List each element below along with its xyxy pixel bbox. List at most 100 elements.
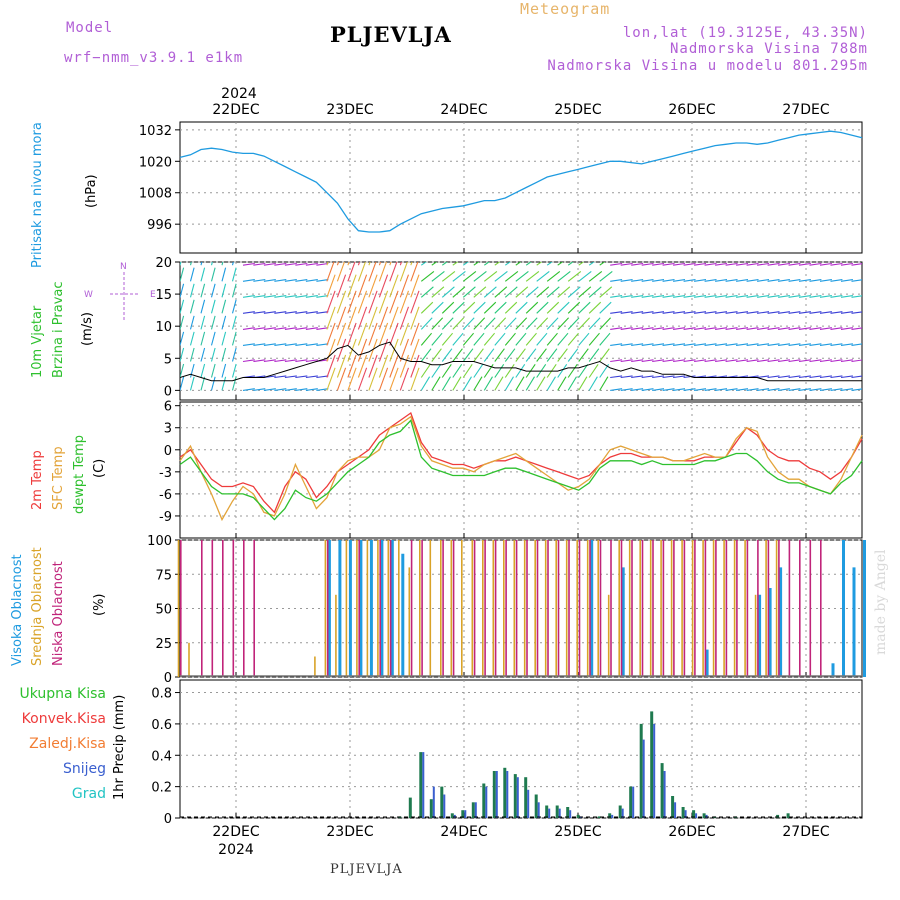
legend-freezing-rain: Zaledj.Kisa bbox=[29, 736, 106, 752]
wind-barb bbox=[683, 279, 696, 282]
wind-barb bbox=[378, 367, 389, 391]
wind-barb bbox=[242, 388, 255, 391]
wind-barb bbox=[284, 375, 297, 379]
wind-barb bbox=[546, 376, 556, 391]
wind-barb bbox=[746, 327, 759, 330]
wind-barb bbox=[389, 306, 399, 330]
wind-barb bbox=[420, 270, 435, 282]
wind-barb bbox=[736, 262, 749, 266]
wind-barb bbox=[357, 338, 368, 362]
precip-bar bbox=[576, 814, 580, 818]
wind-barb bbox=[694, 295, 707, 298]
wind-barb bbox=[504, 286, 518, 298]
wind-barb bbox=[504, 348, 516, 362]
wind-barb bbox=[746, 311, 759, 314]
wind-barb bbox=[274, 311, 287, 314]
wind-barb bbox=[420, 286, 434, 298]
wind-barb bbox=[673, 388, 686, 391]
precip-bar bbox=[482, 783, 486, 818]
wind-barb bbox=[431, 363, 442, 378]
wind-barb bbox=[357, 274, 368, 298]
wind-barb bbox=[557, 262, 564, 266]
wind-barb bbox=[452, 348, 463, 362]
snow-bar bbox=[632, 786, 635, 818]
wind-barb bbox=[368, 306, 378, 330]
wind-barb bbox=[389, 262, 398, 282]
wind-barb bbox=[274, 295, 287, 298]
precip-bar bbox=[639, 723, 643, 818]
wind-barb bbox=[736, 359, 749, 363]
wind-barb bbox=[525, 301, 539, 314]
wind-barb bbox=[326, 354, 336, 378]
wind-barb bbox=[599, 376, 609, 391]
wind-barb bbox=[673, 359, 686, 363]
wind-barb bbox=[452, 262, 459, 266]
wind-barb bbox=[347, 367, 357, 391]
wind-barb bbox=[694, 279, 707, 282]
wind-barb bbox=[683, 375, 696, 379]
wind-barb bbox=[746, 359, 759, 363]
wind-barb bbox=[263, 311, 276, 314]
wind-barb bbox=[316, 327, 329, 330]
wind-barb bbox=[557, 270, 571, 282]
meteogram-label: Meteogram bbox=[520, 0, 611, 18]
wind-barb bbox=[231, 262, 234, 266]
precip-bar bbox=[492, 771, 496, 818]
wind-barb bbox=[788, 375, 801, 379]
wind-barb bbox=[326, 262, 335, 282]
wind-barb bbox=[588, 262, 595, 266]
wind-barb bbox=[620, 311, 633, 314]
wind-barb bbox=[578, 376, 588, 391]
wind-barb bbox=[221, 347, 227, 362]
wind-barb bbox=[536, 317, 549, 330]
wind-barb bbox=[798, 388, 811, 391]
snow-bar bbox=[705, 814, 708, 818]
wind-barb bbox=[683, 262, 696, 266]
wind-barb bbox=[861, 264, 862, 266]
top-day-label: 26DEC bbox=[668, 102, 715, 118]
wind-barb bbox=[788, 388, 801, 391]
wind-barb bbox=[378, 322, 389, 346]
wind-barb bbox=[778, 262, 790, 266]
wind-barb bbox=[704, 343, 717, 346]
wind-barb bbox=[494, 332, 506, 346]
wind-barb bbox=[253, 295, 266, 298]
wind-barb bbox=[242, 262, 255, 266]
wind-barb bbox=[242, 279, 255, 282]
wind-barb bbox=[389, 354, 399, 378]
wind-barb bbox=[295, 279, 308, 282]
y-tick-label: 0 bbox=[164, 812, 172, 827]
wind-barb bbox=[473, 301, 486, 314]
wind-barb bbox=[494, 348, 505, 362]
y-tick-label: -6 bbox=[159, 488, 172, 503]
wind-barb bbox=[420, 317, 433, 330]
wind-barb bbox=[305, 375, 318, 379]
wind-barb bbox=[180, 267, 185, 282]
snow-bar bbox=[611, 814, 614, 818]
wind-barb bbox=[253, 327, 266, 330]
wind-barb bbox=[284, 311, 297, 314]
legend-total-rain: Ukupna Kisa bbox=[19, 686, 106, 702]
wind-barb bbox=[652, 311, 665, 314]
wind-barb bbox=[851, 311, 862, 314]
wind-barb bbox=[504, 332, 516, 346]
wind-barb bbox=[662, 388, 675, 391]
wind-barb bbox=[567, 348, 579, 362]
wind-barb bbox=[861, 376, 862, 378]
y-tick-label: 5 bbox=[164, 352, 172, 367]
wind-barb bbox=[861, 328, 862, 330]
elevation-text: Nadmorska Visina 788m bbox=[669, 41, 868, 57]
wind-barb bbox=[788, 327, 801, 330]
wind-barb bbox=[819, 279, 832, 282]
wind-barb bbox=[431, 301, 444, 314]
wind-barb bbox=[210, 347, 216, 362]
wind-barb bbox=[851, 295, 862, 298]
wind-barb bbox=[715, 388, 728, 391]
precip-bar bbox=[419, 752, 423, 818]
wind-barb bbox=[284, 388, 297, 391]
wind-barb bbox=[599, 317, 612, 330]
precip-bar bbox=[671, 796, 675, 818]
wind-barb bbox=[504, 363, 515, 378]
precip-bar bbox=[503, 767, 507, 818]
wind-barb bbox=[336, 354, 347, 378]
